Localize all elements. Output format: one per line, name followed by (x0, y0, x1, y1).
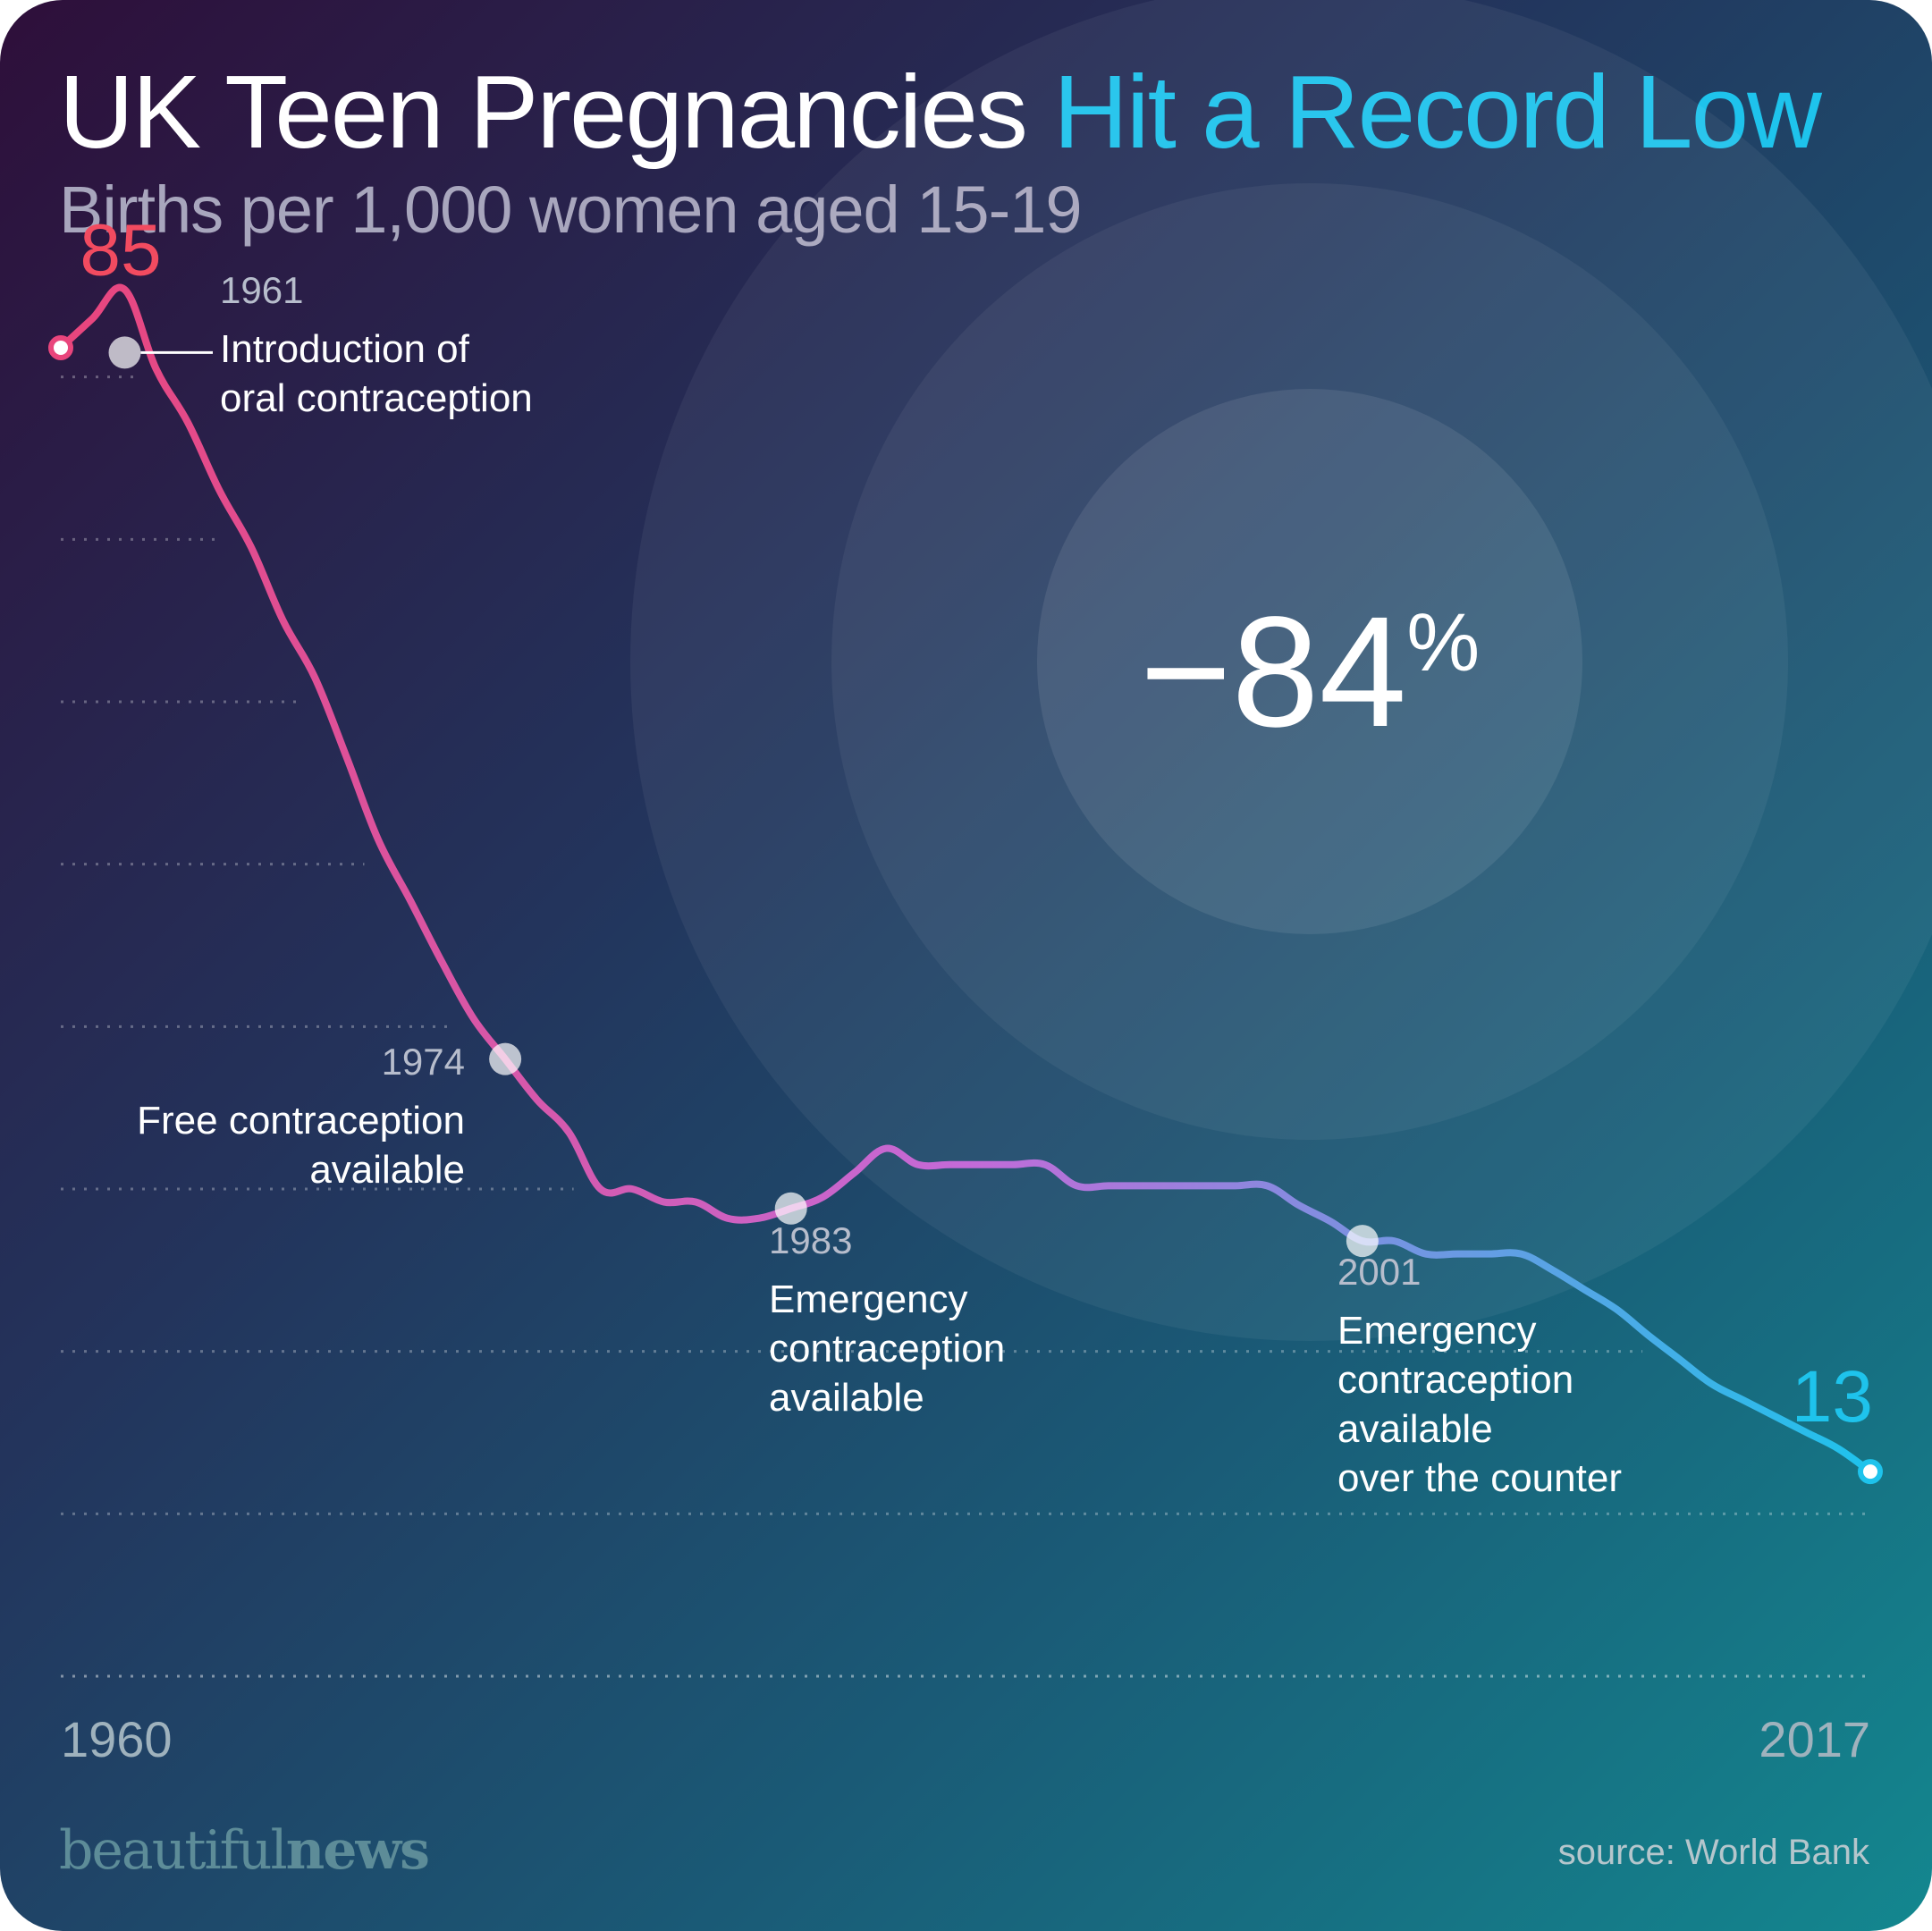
brand-bold: news (285, 1819, 430, 1882)
annotation-marker (489, 1042, 522, 1075)
annotation-year: 1983 (769, 1219, 852, 1261)
annotation-marker (1346, 1225, 1379, 1258)
end-point (1858, 1459, 1883, 1485)
gridlines (61, 375, 1870, 1678)
annotation-1961: 1961 Introduction of oral contraception (108, 269, 533, 420)
annotation-text-line: Introduction of (220, 327, 470, 371)
inner-highlight-circle (1037, 389, 1582, 934)
annotation-text-line: Free contraception (137, 1099, 465, 1143)
change-callout: −84% (1140, 585, 1480, 760)
annotation-text-line: contraception (1337, 1358, 1573, 1402)
highlight-circles (630, 0, 1932, 1341)
series-line (57, 283, 1874, 1476)
brand-logo: beautifulnews (59, 1819, 430, 1882)
annotation-text-line: available (1337, 1407, 1493, 1451)
annotation-text-line: oral contraception (220, 376, 533, 420)
change-unit: % (1406, 597, 1480, 688)
page-subtitle: Births per 1,000 women aged 15-19 (59, 173, 1083, 247)
annotation-2001: 2001 Emergency contraception available over … (1337, 1225, 1622, 1500)
annotation-text-line: over the counter (1337, 1456, 1622, 1500)
annotation-text-line: available (309, 1148, 465, 1192)
start-point (48, 334, 73, 360)
annotation-year: 1961 (220, 269, 303, 311)
source-credit: source: World Bank (1557, 1833, 1869, 1872)
title-accent: Hit a Record Low (1053, 54, 1822, 170)
annotation-1974: 1974 Free contraception available (137, 1041, 522, 1192)
end-value-label: 13 (1792, 1356, 1873, 1438)
annotation-year: 1974 (382, 1041, 465, 1083)
page-title: UK Teen Pregnancies Hit a Record Low (59, 52, 1822, 172)
annotations: 1961 Introduction of oral contraception 197… (108, 269, 1622, 1500)
annotation-marker (108, 336, 141, 369)
start-value-label: 85 (80, 210, 161, 291)
title-main: UK Teen Pregnancies (59, 54, 1028, 170)
x-axis-end-label: 2017 (1759, 1711, 1870, 1767)
annotation-text-line: contraception (769, 1327, 1005, 1370)
annotation-year: 2001 (1337, 1251, 1421, 1293)
change-value: −84 (1140, 585, 1407, 760)
middle-highlight-circle (831, 183, 1788, 1140)
annotation-text-line: Emergency (769, 1277, 968, 1321)
annotation-1983: 1983 Emergency contraception available (769, 1192, 1005, 1420)
brand-light: beautiful (59, 1819, 288, 1882)
annotation-marker (774, 1192, 807, 1225)
annotation-text-line: Emergency (1337, 1309, 1537, 1353)
outer-highlight-circle (630, 0, 1932, 1341)
annotation-text-line: available (769, 1376, 924, 1420)
x-axis-start-label: 1960 (61, 1711, 173, 1767)
